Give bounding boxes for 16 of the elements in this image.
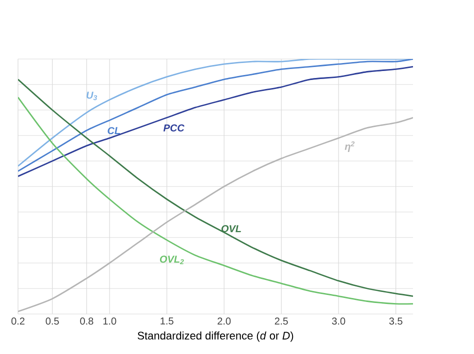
x-axis-title: Standardized difference (d or D) xyxy=(138,331,294,342)
x-tick-label: 2.5 xyxy=(274,318,288,325)
x-tick-label: 3.0 xyxy=(332,318,346,325)
x-tick-label: 0.5 xyxy=(46,318,59,325)
series-label: CL xyxy=(108,127,120,134)
x-tick-label: 3.5 xyxy=(389,318,402,325)
x-tick-label: 0.8 xyxy=(80,318,94,325)
series-label: η$^{2}$ xyxy=(344,141,355,152)
series-label: PCC xyxy=(163,124,185,132)
series-label: OVL$_{2}$ xyxy=(160,256,184,264)
series-label: U$_{3}$ xyxy=(86,92,98,100)
x-tick-label: 1.0 xyxy=(103,318,116,325)
x-tick-label: 0.2 xyxy=(11,318,24,325)
x-tick-label: 2.0 xyxy=(218,318,231,325)
x-tick-label: 1.5 xyxy=(160,318,174,325)
series-label: OVL xyxy=(221,225,241,232)
